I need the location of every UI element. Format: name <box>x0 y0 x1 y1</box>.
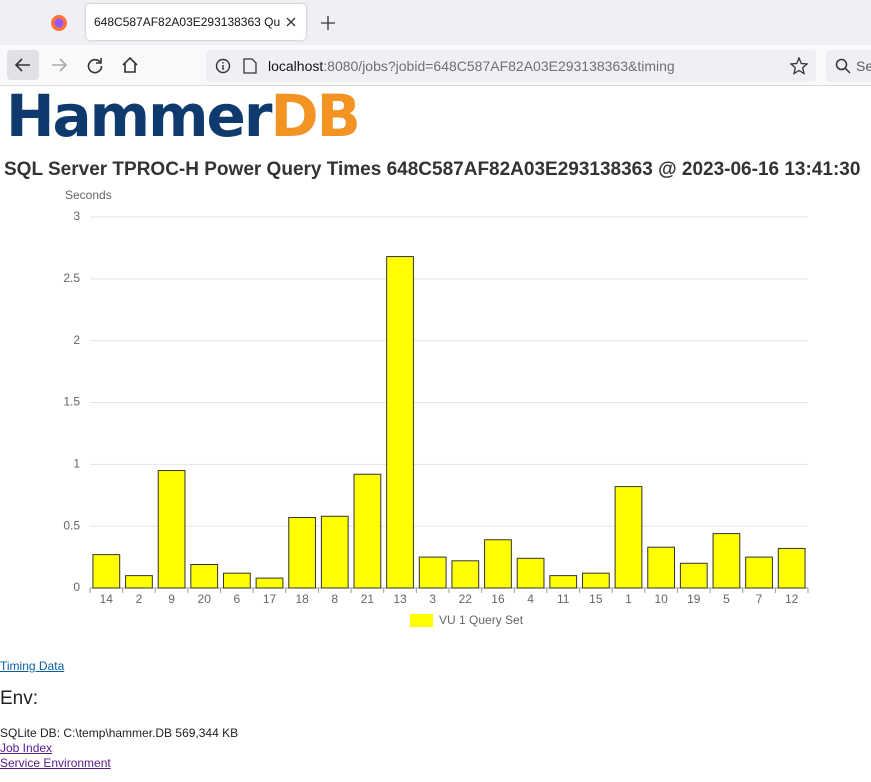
x-tick-label: 18 <box>295 592 309 606</box>
search-placeholder: Se <box>856 58 871 74</box>
x-tick-label: 4 <box>527 592 534 606</box>
tab-title: 648C587AF82A03E293138363 Query <box>94 15 280 29</box>
bookmark-star[interactable] <box>790 57 808 75</box>
url-host: localhost <box>268 58 324 74</box>
x-tick-label: 15 <box>589 592 603 606</box>
timing-data-link[interactable]: Timing Data <box>0 659 65 673</box>
y-tick-label: 2 <box>73 333 80 347</box>
y-tick-label: 2.5 <box>63 271 80 285</box>
info-icon[interactable] <box>215 58 231 74</box>
logo: HammerDB <box>6 82 361 150</box>
x-tick-label: 19 <box>687 592 701 606</box>
bar <box>484 539 512 589</box>
legend-swatch <box>410 614 433 627</box>
x-tick-label: 9 <box>168 592 175 606</box>
bar <box>451 560 480 589</box>
logo-hammer: Hammer <box>6 82 272 150</box>
bar <box>255 577 284 589</box>
chart-title: SQL Server TPROC-H Power Query Times 648… <box>4 159 861 180</box>
bar <box>222 572 251 589</box>
x-tick-label: 16 <box>491 592 505 606</box>
x-tick-label: 11 <box>557 592 570 606</box>
x-tick-label: 2 <box>136 592 143 606</box>
bar <box>516 557 545 589</box>
bar <box>320 515 349 589</box>
tab[interactable]: 648C587AF82A03E293138363 Query <box>86 4 306 40</box>
bar <box>190 564 219 589</box>
x-tick-label: 22 <box>459 592 473 606</box>
x-tick-label: 21 <box>361 592 375 606</box>
forward-button[interactable] <box>50 57 68 73</box>
nav-bar: localhost:8080/jobs?jobid=648C587AF82A03… <box>0 45 871 86</box>
bar <box>125 575 153 589</box>
bar <box>679 562 708 589</box>
x-tick-label: 3 <box>429 592 436 606</box>
service-environment-link[interactable]: Service Environment <box>0 756 111 770</box>
x-tick-label: 20 <box>198 592 212 606</box>
search-icon <box>835 58 851 74</box>
x-tick-label: 13 <box>393 592 407 606</box>
sqlite-info: SQLite DB: C:\temp\hammer.DB 569,344 KB <box>0 726 239 740</box>
y-tick-label: 0 <box>73 580 80 594</box>
bar <box>549 575 578 589</box>
y-axis-label: Seconds <box>65 188 112 202</box>
reload-button[interactable] <box>86 57 104 75</box>
x-tick-label: 7 <box>756 592 763 606</box>
url-bar[interactable]: localhost:8080/jobs?jobid=648C587AF82A03… <box>206 50 816 82</box>
close-tab[interactable] <box>286 17 296 27</box>
home-button[interactable] <box>121 56 139 74</box>
x-tick-label: 10 <box>654 592 668 606</box>
bar <box>614 486 643 589</box>
url-path: :8080/jobs?jobid=648C587AF82A03E29313836… <box>323 58 675 74</box>
logo-db: DB <box>270 82 361 150</box>
page-icon <box>243 58 257 74</box>
x-tick-label: 17 <box>263 592 277 606</box>
bar <box>157 470 186 589</box>
bar <box>288 517 317 589</box>
y-tick-label: 3 <box>73 209 80 223</box>
y-tick-label: 0.5 <box>63 518 80 532</box>
url: localhost:8080/jobs?jobid=648C587AF82A03… <box>268 58 675 74</box>
new-tab[interactable] <box>321 16 335 30</box>
y-tick-label: 1.5 <box>63 395 80 409</box>
x-tick-label: 6 <box>234 592 241 606</box>
bar <box>418 556 447 589</box>
bar <box>92 554 121 589</box>
x-tick-label: 8 <box>331 592 338 606</box>
job-index-link[interactable]: Job Index <box>0 741 53 755</box>
env-title: Env: <box>0 688 39 709</box>
back-button[interactable] <box>7 50 39 80</box>
bar <box>777 547 806 589</box>
y-tick-label: 1 <box>73 457 80 471</box>
legend-label: VU 1 Query Set <box>439 613 524 627</box>
x-tick-label: 5 <box>723 592 730 606</box>
bar <box>386 256 414 589</box>
bar <box>353 473 382 589</box>
bar <box>712 533 741 589</box>
x-tick-label: 12 <box>785 592 799 606</box>
x-tick-label: 1 <box>625 592 632 606</box>
search-box[interactable]: Se <box>826 50 871 82</box>
firefox-icon <box>51 15 67 31</box>
tab-bar: 648C587AF82A03E293138363 Query <box>0 0 871 45</box>
bar <box>647 546 676 589</box>
bar <box>745 556 773 589</box>
x-tick-label: 14 <box>100 592 114 606</box>
bar <box>581 572 610 589</box>
